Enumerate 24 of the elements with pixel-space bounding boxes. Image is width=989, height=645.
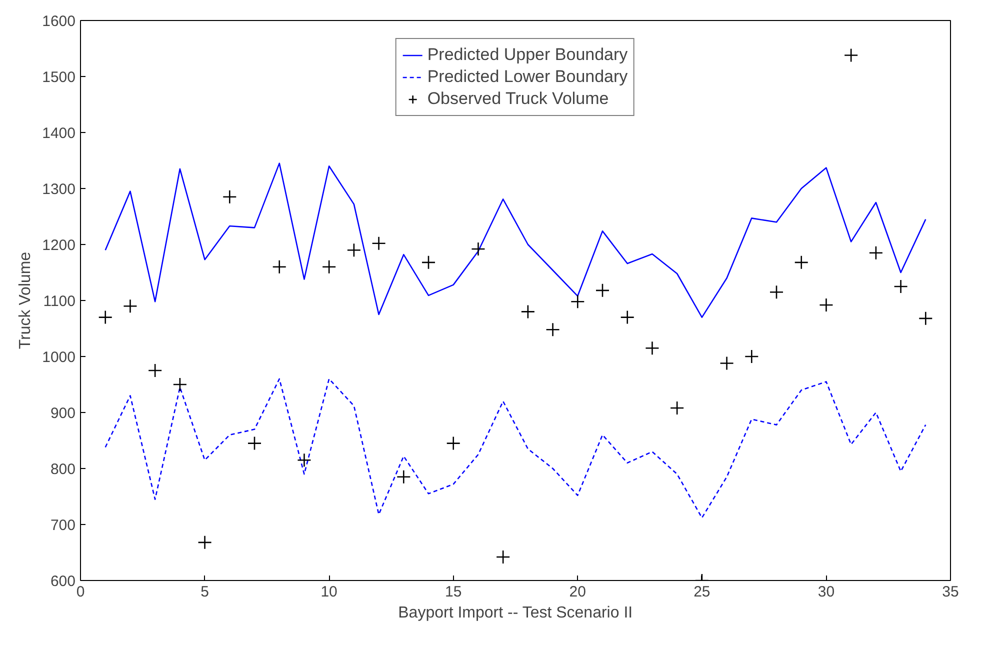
- y-tick-label: 1500: [42, 69, 76, 86]
- legend-label: Observed Truck Volume: [427, 89, 609, 109]
- x-tick-label: 10: [320, 584, 338, 600]
- y-tick-label: 1300: [42, 181, 76, 198]
- legend-label: Predicted Upper Boundary: [427, 45, 628, 65]
- x-tick-label: 35: [942, 584, 959, 600]
- y-tick-label: 1000: [42, 349, 76, 366]
- x-axis-title: Bayport Import -- Test Scenario II: [398, 604, 633, 622]
- y-tick-label: 1600: [42, 13, 76, 30]
- y-tick-label: 1200: [42, 237, 76, 254]
- y-tick-label: 1400: [42, 125, 76, 142]
- x-tick-label: 20: [569, 584, 586, 600]
- y-tick-label: 800: [50, 461, 76, 478]
- y-tick-label: 600: [50, 573, 76, 590]
- y-tick-label: 900: [50, 405, 76, 422]
- legend-label: Predicted Lower Boundary: [427, 67, 628, 87]
- x-tick-label: 5: [200, 584, 209, 600]
- y-axis-title: Truck Volume: [17, 252, 34, 350]
- y-tick-label: 700: [50, 517, 76, 534]
- x-tick-label: 0: [76, 584, 85, 600]
- x-tick-label: 30: [818, 584, 835, 600]
- y-tick-label: 1100: [43, 293, 76, 310]
- x-tick-label: 15: [445, 584, 462, 600]
- x-tick-label: 25: [694, 584, 710, 600]
